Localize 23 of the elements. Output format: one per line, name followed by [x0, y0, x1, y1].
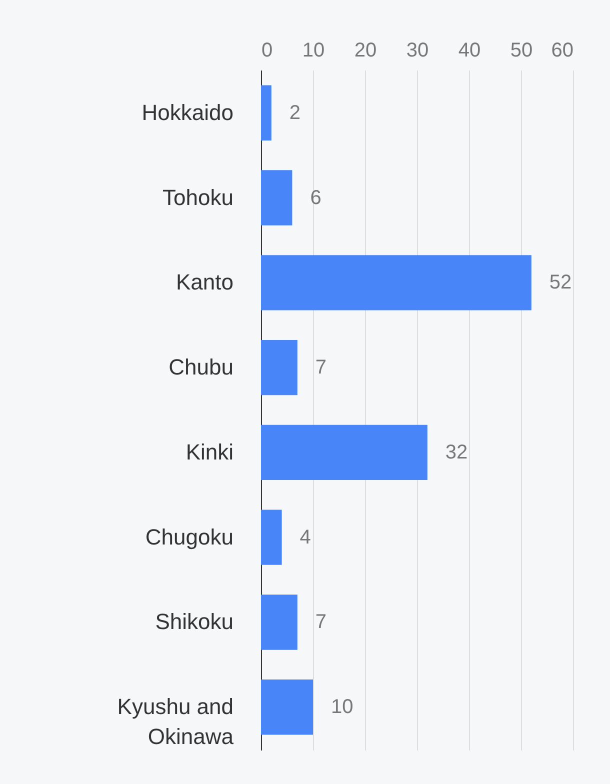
x-tick-label: 10	[302, 40, 325, 62]
y-tick-label: Chugoku	[145, 524, 234, 550]
y-tick-label: Shikoku	[155, 609, 234, 634]
data-label: 7	[315, 611, 327, 634]
data-label: 2	[289, 102, 301, 124]
y-tick-label: Kyushu and Okinawa	[117, 694, 234, 750]
x-tick-label: 40	[458, 40, 481, 62]
y-tick-label: Kanto	[176, 270, 234, 295]
y-tick-label: Tohoku	[162, 184, 234, 210]
data-label: 4	[300, 526, 311, 548]
data-label: 7	[315, 356, 327, 379]
data-label: 10	[331, 696, 354, 718]
data-label: 52	[549, 272, 572, 294]
x-tick-label: 60	[551, 40, 574, 62]
x-tick-label: 30	[406, 40, 429, 62]
data-label: 32	[445, 441, 468, 464]
x-tick-label: 20	[354, 40, 377, 62]
x-tick-label: 50	[510, 40, 533, 62]
y-tick-label: Kinki	[186, 439, 234, 464]
y-tick-label: Hokkaido	[142, 100, 234, 125]
y-tick-label: Chubu	[168, 354, 234, 380]
data-label: 6	[310, 186, 322, 209]
x-tick-label: 0	[262, 40, 273, 62]
